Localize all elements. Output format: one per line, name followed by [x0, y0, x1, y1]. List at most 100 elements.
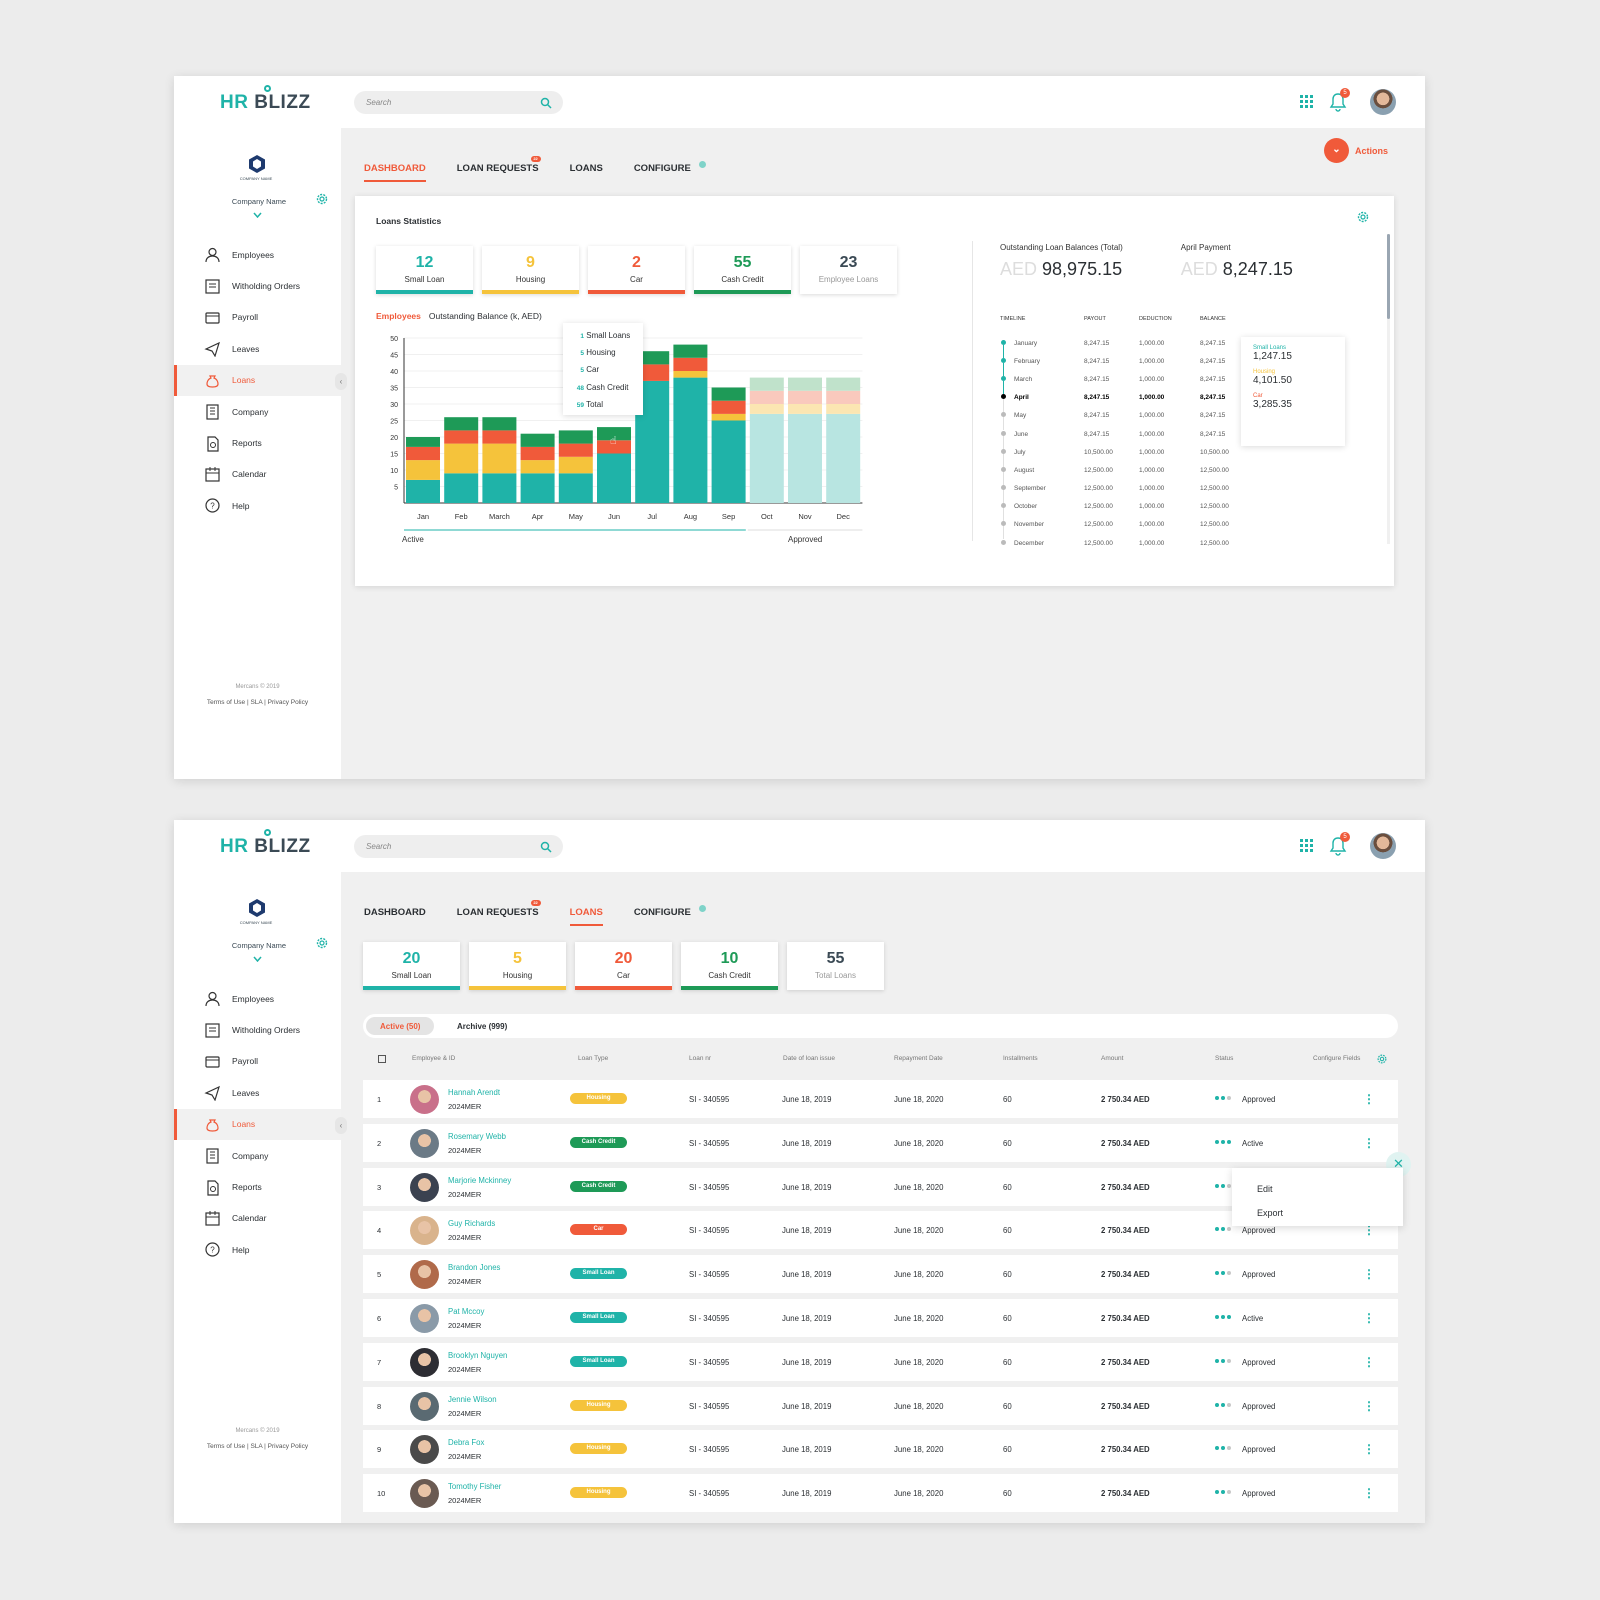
sidebar-item-help[interactable]: ? Help	[174, 490, 341, 521]
employee-avatar[interactable]	[410, 1216, 439, 1246]
bar-segment-housing[interactable]	[673, 371, 708, 378]
company-settings-gear-icon[interactable]	[315, 192, 329, 206]
more-options-kebab-icon[interactable]: ⋮	[1363, 1135, 1375, 1150]
bar-segment-housing[interactable]	[482, 443, 517, 474]
bar-segment-cash-credit[interactable]	[826, 377, 861, 391]
stat-small-loan[interactable]: 20 Small Loan	[363, 942, 460, 990]
sidebar-collapse-chevron-left-icon[interactable]: ‹	[335, 373, 347, 390]
bar-segment-small-loans[interactable]	[788, 413, 822, 503]
stat-employee-loans[interactable]: 23 Employee Loans	[800, 246, 897, 294]
table-row[interactable]: 1 Hannah Arendt 2024MER Housing SI - 340595 J…	[363, 1080, 1398, 1118]
tab-loans[interactable]: LOANS	[570, 163, 603, 182]
sidebar-item-loans[interactable]: Loans	[174, 1108, 341, 1141]
tab-archive[interactable]: Archive (999)	[457, 1022, 508, 1031]
search-icon[interactable]	[540, 97, 552, 109]
stat-housing[interactable]: 5 Housing	[469, 942, 566, 990]
bar-segment-housing[interactable]	[444, 443, 479, 474]
footer-links[interactable]: Terms of Use | SLA | Privacy Policy	[206, 699, 309, 706]
sidebar-item-leaves[interactable]: Leaves	[174, 1077, 341, 1108]
employee-avatar[interactable]	[410, 1479, 439, 1509]
th-employee[interactable]: Employee & ID	[412, 1055, 456, 1062]
bar-segment-housing[interactable]	[788, 404, 822, 414]
stat-car[interactable]: 20 Car	[575, 942, 672, 990]
bar-segment-car[interactable]	[597, 440, 631, 454]
more-options-kebab-icon[interactable]: ⋮	[1363, 1398, 1375, 1413]
tab-configure[interactable]: CONFIGURE	[634, 161, 706, 182]
sidebar-item-employees[interactable]: Employees	[174, 239, 341, 270]
employee-avatar[interactable]	[410, 1260, 439, 1290]
footer-links[interactable]: Terms of Use | SLA | Privacy Policy	[206, 1443, 309, 1450]
bar-segment-cash-credit[interactable]	[635, 351, 670, 365]
bar-segment-cash-credit[interactable]	[673, 344, 708, 358]
bar-segment-cash-credit[interactable]	[406, 437, 440, 447]
table-row[interactable]: 6 Pat Mccoy 2024MER Small Loan SI - 340595 Ju…	[363, 1298, 1398, 1337]
bar-segment-small-loans[interactable]	[711, 420, 746, 504]
user-avatar[interactable]	[1370, 833, 1396, 859]
bar-segment-cash-credit[interactable]	[444, 417, 479, 431]
stat-housing[interactable]: 9 Housing	[482, 246, 579, 294]
timeline-row[interactable]: June 8,247.15 1,000.00 8,247.15	[1000, 425, 1245, 449]
notifications-bell-icon[interactable]: 5	[1329, 832, 1350, 856]
sidebar-item-payroll[interactable]: Payroll	[174, 1046, 341, 1077]
employee-avatar[interactable]	[410, 1435, 439, 1465]
th-amount[interactable]: Amount	[1101, 1055, 1124, 1062]
employee-name-link[interactable]: Debra Fox	[448, 1438, 485, 1448]
user-avatar[interactable]	[1370, 89, 1396, 115]
company-settings-gear-icon[interactable]	[315, 936, 329, 950]
timeline-row[interactable]: August 12,500.00 1,000.00 12,500.00	[1000, 461, 1245, 485]
sidebar-item-witholding-orders[interactable]: Witholding Orders	[174, 270, 341, 301]
bar-segment-car[interactable]	[520, 446, 555, 461]
sidebar-item-calendar[interactable]: Calendar	[174, 1203, 341, 1234]
bar-segment-cash-credit[interactable]	[711, 387, 746, 401]
bar-segment-car[interactable]	[558, 443, 593, 457]
th-loan-type[interactable]: Loan Type	[578, 1055, 609, 1062]
bar-segment-small-loans[interactable]	[482, 473, 517, 503]
notifications-bell-icon[interactable]: 5	[1329, 88, 1350, 112]
sidebar-item-company[interactable]: Company	[174, 396, 341, 427]
bar-segment-small-loans[interactable]	[406, 479, 440, 503]
th-installments[interactable]: Installments	[1003, 1055, 1038, 1062]
employee-name-link[interactable]: Brooklyn Nguyen	[448, 1350, 508, 1360]
bar-segment-small-loans[interactable]	[444, 473, 479, 503]
bar-segment-cash-credit[interactable]	[482, 417, 517, 431]
bar-segment-housing[interactable]	[749, 404, 784, 414]
employee-name-link[interactable]: Rosemary Webb	[448, 1131, 506, 1141]
actions-button[interactable]: ⌄ Actions	[1324, 138, 1388, 163]
more-options-kebab-icon[interactable]: ⋮	[1363, 1310, 1375, 1325]
card-settings-gear-icon[interactable]	[1356, 210, 1370, 224]
app-logo[interactable]: HR BLIZZ	[220, 85, 311, 114]
bar-segment-small-loans[interactable]	[597, 453, 631, 504]
bar-segment-small-loans[interactable]	[520, 473, 555, 503]
employee-avatar[interactable]	[410, 1347, 439, 1377]
timeline-row[interactable]: May 8,247.15 1,000.00 8,247.15	[1000, 407, 1245, 431]
bar-segment-car[interactable]	[406, 446, 440, 461]
bar-segment-car[interactable]	[482, 430, 517, 444]
apps-grid-icon[interactable]	[1300, 839, 1313, 852]
search-input[interactable]: Search	[354, 835, 563, 858]
employee-name-link[interactable]: Marjorie Mckinney	[448, 1175, 512, 1185]
employee-avatar[interactable]	[410, 1172, 439, 1202]
timeline-scrollbar[interactable]	[1387, 234, 1390, 319]
configure-fields-link[interactable]: Configure Fields	[1313, 1055, 1361, 1062]
table-row[interactable]: 2 Rosemary Webb 2024MER Cash Credit SI - 340…	[363, 1123, 1398, 1162]
more-options-kebab-icon[interactable]: ⋮	[1363, 1092, 1375, 1106]
bar-segment-small-loans[interactable]	[558, 473, 593, 503]
employee-avatar[interactable]	[410, 1303, 439, 1333]
bar-segment-car[interactable]	[749, 390, 784, 404]
apps-grid-icon[interactable]	[1300, 95, 1313, 108]
employee-avatar[interactable]	[410, 1391, 439, 1421]
bar-segment-cash-credit[interactable]	[520, 433, 555, 447]
employee-name-link[interactable]: Hannah Arendt	[448, 1088, 501, 1097]
bar-segment-small-loans[interactable]	[673, 377, 708, 503]
table-row[interactable]: 5 Brandon Jones 2024MER Small Loan SI - 3405…	[363, 1255, 1398, 1294]
timeline-row[interactable]: October 12,500.00 1,000.00 12,500.00	[1000, 498, 1245, 522]
company-chevron-down-icon[interactable]	[253, 956, 262, 962]
sidebar-collapse-chevron-left-icon[interactable]: ‹	[335, 1117, 347, 1134]
employee-avatar[interactable]	[410, 1085, 439, 1114]
app-logo[interactable]: HR BLIZZ	[220, 829, 311, 858]
bar-segment-cash-credit[interactable]	[788, 377, 822, 391]
th-loan-nr[interactable]: Loan nr	[689, 1055, 712, 1062]
sidebar-item-leaves[interactable]: Leaves	[174, 333, 341, 364]
stat-cash-credit[interactable]: 55 Cash Credit	[694, 246, 791, 294]
menu-item-export[interactable]: Export	[1257, 1208, 1284, 1218]
